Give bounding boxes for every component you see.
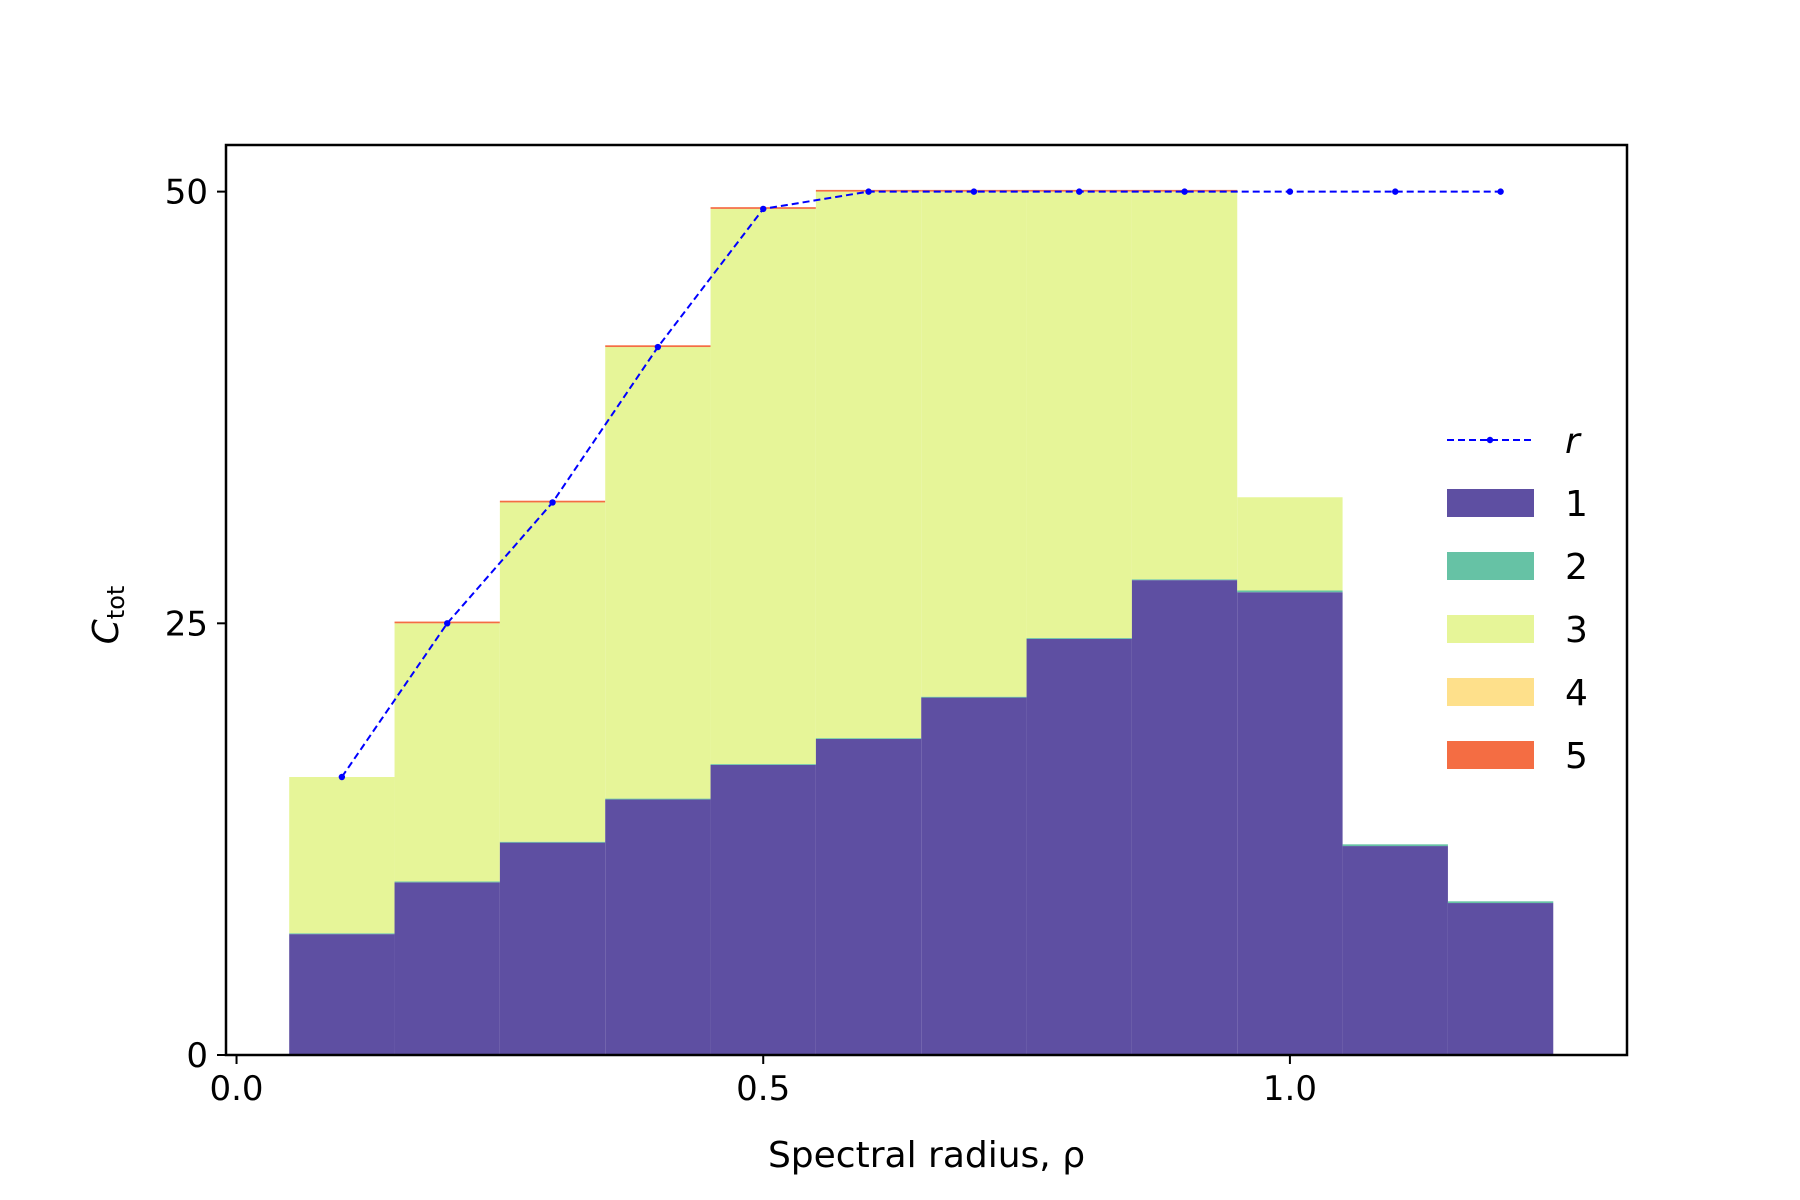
y-axis-title: Ctot xyxy=(86,586,130,645)
legend-swatch-1 xyxy=(1447,489,1534,517)
bar-segment-2 xyxy=(815,738,922,740)
line-marker xyxy=(1181,188,1188,195)
bar-segment-1 xyxy=(710,764,816,1055)
legend-swatch-4 xyxy=(1447,678,1534,706)
bar-segment-2 xyxy=(1237,590,1343,593)
bar-segment-2 xyxy=(499,841,606,843)
x-tick-label: 1.0 xyxy=(1263,1069,1317,1109)
line-marker xyxy=(1286,188,1294,195)
bar-segment-3 xyxy=(921,191,1027,697)
bar-segment-3 xyxy=(605,347,711,799)
line-marker xyxy=(1076,188,1083,195)
y-axis: 0 25 50 xyxy=(165,173,226,1076)
bar-segment-3 xyxy=(289,776,395,934)
bar-segment-2 xyxy=(289,933,395,935)
bar-segment-1 xyxy=(815,739,922,1055)
bar-segment-1 xyxy=(1026,638,1132,1055)
legend-swatch-2 xyxy=(1447,552,1534,580)
x-tick-label: 0.0 xyxy=(209,1069,263,1109)
bar-segment-1 xyxy=(499,842,606,1055)
legend-label-r: r xyxy=(1565,421,1582,462)
line-marker xyxy=(865,188,872,195)
legend-line-marker xyxy=(1486,436,1494,444)
legend: r 1 2 3 4 5 xyxy=(1447,421,1588,777)
bar-segment-1 xyxy=(1342,846,1448,1055)
bar-segment-2 xyxy=(394,881,500,883)
bar-segment-3 xyxy=(1237,497,1343,591)
bar-segment-1 xyxy=(921,697,1027,1055)
line-marker xyxy=(970,188,978,195)
line-layer xyxy=(338,188,1504,781)
bar-segment-3 xyxy=(1026,191,1132,638)
legend-label-5: 5 xyxy=(1565,736,1588,777)
bar-segment-2 xyxy=(921,696,1027,698)
bar-segment-1 xyxy=(605,799,711,1055)
y-tick-label: 50 xyxy=(165,173,208,213)
y-tick-label: 25 xyxy=(165,604,208,644)
bar-segment-3 xyxy=(394,623,500,882)
plot-frame xyxy=(224,143,1629,1057)
bar-segment-2 xyxy=(710,764,816,765)
bar-segment-1 xyxy=(289,934,395,1055)
bar-segment-2 xyxy=(1342,844,1448,847)
bar-segment-2 xyxy=(1447,901,1554,904)
line-marker xyxy=(1392,188,1399,195)
legend-label-3: 3 xyxy=(1565,610,1588,651)
x-axis-title: Spectral radius, ρ xyxy=(768,1135,1085,1176)
bar-segment-3 xyxy=(710,208,816,765)
bar-segment-1 xyxy=(394,882,500,1055)
bar-segment-2 xyxy=(605,798,711,800)
line-marker xyxy=(338,773,346,781)
bars-layer xyxy=(289,189,1554,1055)
bar-segment-2 xyxy=(1131,579,1238,581)
y-tick-label: 0 xyxy=(186,1036,208,1076)
x-tick-label: 0.5 xyxy=(736,1069,790,1109)
bar-segment-3 xyxy=(499,502,606,842)
bar-segment-3 xyxy=(1131,191,1238,580)
bar-segment-2 xyxy=(1026,637,1132,639)
line-marker xyxy=(760,205,767,213)
y-axis-title-main: C xyxy=(86,618,127,644)
bar-segment-3 xyxy=(815,191,922,739)
legend-swatch-5 xyxy=(1447,741,1534,769)
line-series-r xyxy=(341,190,1501,778)
bar-segment-1 xyxy=(1237,592,1343,1055)
legend-label-4: 4 xyxy=(1565,673,1588,714)
line-marker xyxy=(444,620,451,627)
line-marker xyxy=(549,499,556,506)
line-marker xyxy=(654,343,662,351)
line-marker xyxy=(1497,188,1504,195)
x-axis: 0.0 0.5 1.0 xyxy=(209,1055,1317,1109)
bar-segment-1 xyxy=(1131,580,1238,1055)
y-axis-title-sub: tot xyxy=(102,586,130,620)
svg-text:Ctot: Ctot xyxy=(86,586,130,645)
legend-label-2: 2 xyxy=(1565,547,1588,588)
legend-label-1: 1 xyxy=(1565,484,1588,525)
bar-segment-1 xyxy=(1447,903,1554,1055)
legend-swatch-3 xyxy=(1447,615,1534,643)
